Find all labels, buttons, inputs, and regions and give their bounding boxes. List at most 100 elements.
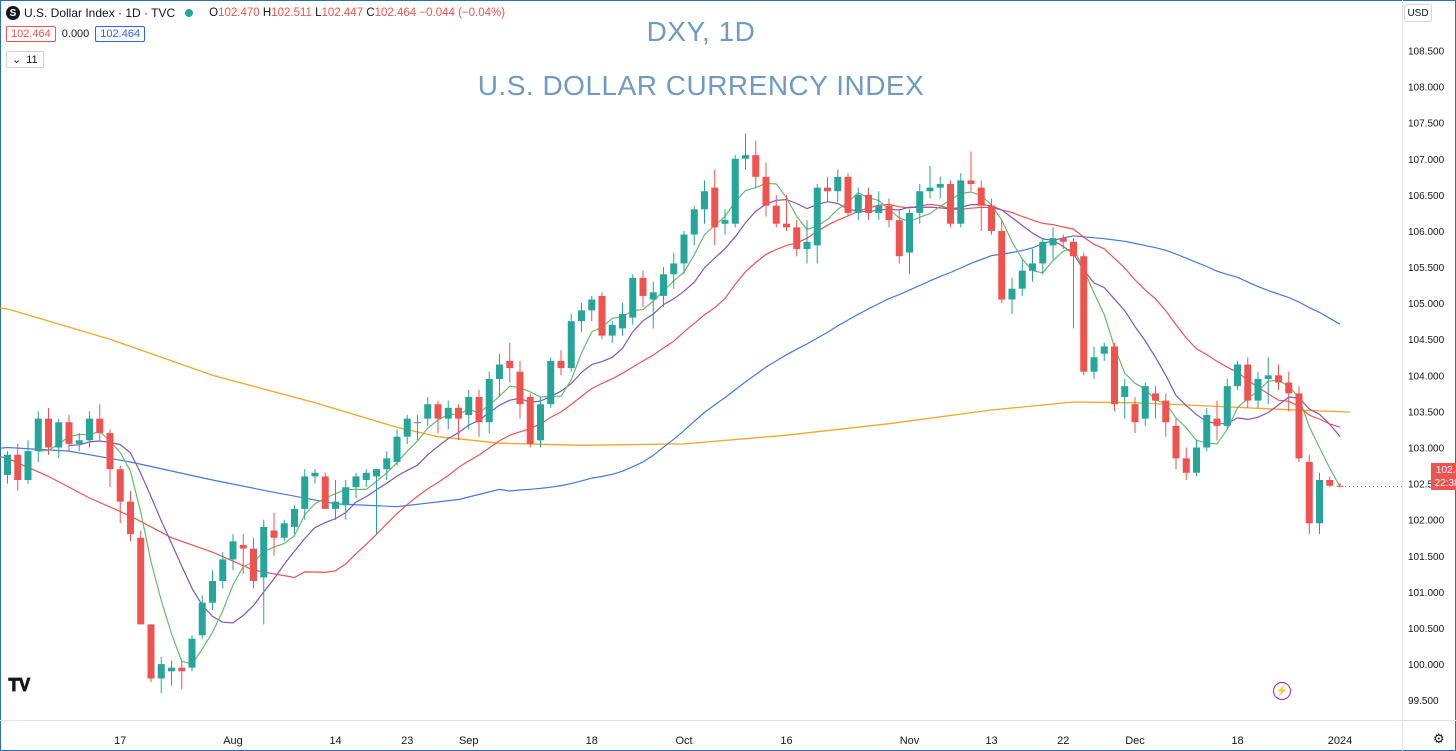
bid-price[interactable]: 102.464 bbox=[6, 26, 56, 42]
y-tick-label: 104.000 bbox=[1408, 371, 1445, 382]
y-tick-label: 108.500 bbox=[1408, 46, 1445, 57]
candle-body bbox=[1039, 241, 1047, 264]
y-tick-label: 102.000 bbox=[1408, 516, 1445, 527]
ohlc-values: O102.470 H102.511 L102.447 C102.464 −0.0… bbox=[209, 7, 506, 19]
y-tick-label: 107.500 bbox=[1408, 119, 1445, 130]
candle-body bbox=[680, 234, 688, 264]
flash-icon[interactable]: ⚡ bbox=[1273, 682, 1291, 700]
candle-body bbox=[1070, 241, 1077, 257]
candle-body bbox=[1213, 418, 1221, 426]
candle-body bbox=[393, 436, 401, 462]
candle-body bbox=[742, 155, 749, 159]
candle-body bbox=[4, 454, 11, 475]
candle-body bbox=[311, 472, 319, 477]
symbol-legend[interactable]: S U.S. Dollar Index · 1D · TVC O102.470 … bbox=[6, 5, 505, 21]
x-tick-label: 2024 bbox=[1328, 735, 1352, 747]
candle-body bbox=[639, 277, 647, 296]
x-tick-label: Sep bbox=[459, 735, 479, 747]
last-price-label: 102.464 22:38:05 bbox=[1431, 463, 1456, 490]
candle-body bbox=[250, 548, 257, 582]
candle-body bbox=[1131, 404, 1139, 423]
candle-body bbox=[1244, 364, 1252, 401]
currency-button[interactable]: USD bbox=[1404, 4, 1432, 22]
candle-body bbox=[434, 404, 442, 419]
y-tick-label: 105.000 bbox=[1408, 299, 1445, 310]
candle-body bbox=[1285, 382, 1293, 394]
x-tick-label: 13 bbox=[985, 735, 997, 747]
ask-price[interactable]: 102.464 bbox=[95, 26, 146, 42]
candle-body bbox=[803, 241, 811, 249]
candle-body bbox=[383, 458, 391, 470]
candle-body bbox=[1275, 375, 1282, 383]
candle-body bbox=[824, 187, 831, 192]
candle-body bbox=[854, 194, 862, 213]
candle-body bbox=[1264, 375, 1272, 379]
y-tick-label: 105.500 bbox=[1408, 263, 1445, 274]
candle-body bbox=[1193, 447, 1200, 473]
tradingview-logo-icon[interactable]: 𝐓𝐕 bbox=[8, 675, 31, 695]
candle-body bbox=[752, 155, 760, 177]
candle-body bbox=[783, 223, 790, 228]
y-tick-label: 106.000 bbox=[1408, 227, 1445, 238]
y-tick-label: 107.000 bbox=[1408, 155, 1445, 166]
y-tick-label: 102.500 bbox=[1408, 480, 1445, 491]
x-tick-label: Aug bbox=[223, 735, 243, 747]
candle-body bbox=[188, 638, 196, 668]
candle-body bbox=[362, 472, 370, 480]
candle-body bbox=[1305, 461, 1313, 524]
candle-body bbox=[895, 220, 903, 257]
candle-body bbox=[209, 581, 216, 603]
candle-body bbox=[526, 396, 534, 444]
symbol-title[interactable]: U.S. Dollar Index · 1D · TVC bbox=[24, 6, 176, 20]
candle-body bbox=[96, 418, 104, 434]
x-tick-label: Oct bbox=[675, 735, 692, 747]
candle-body bbox=[1100, 346, 1108, 354]
candle-body bbox=[1111, 346, 1118, 405]
x-tick-label: 18 bbox=[1231, 735, 1243, 747]
candle-body bbox=[465, 396, 473, 416]
dollar-symbol-icon: S bbox=[6, 6, 20, 20]
candle-body bbox=[731, 158, 739, 224]
candle-body bbox=[772, 205, 780, 224]
indicators-toggle[interactable]: ⌄ 11 bbox=[6, 51, 44, 68]
candle-body bbox=[660, 274, 667, 296]
candle-body bbox=[352, 476, 360, 488]
candle-body bbox=[721, 220, 729, 224]
candle-body bbox=[147, 624, 155, 679]
candle-body bbox=[332, 501, 339, 509]
candle-body bbox=[1152, 393, 1159, 401]
candle-body bbox=[168, 667, 175, 672]
candle-body bbox=[988, 205, 995, 231]
candle-body bbox=[516, 371, 524, 405]
x-tick-label: Nov bbox=[900, 735, 920, 747]
candle-body bbox=[875, 205, 883, 213]
bid-ask-row: 102.464 0.000 102.464 bbox=[6, 26, 146, 42]
candle-body bbox=[301, 476, 309, 509]
candle-body bbox=[936, 184, 944, 188]
candle-body bbox=[127, 501, 134, 535]
x-tick-label: Dec bbox=[1125, 735, 1145, 747]
candle-body bbox=[598, 295, 606, 336]
candle-body bbox=[403, 418, 411, 437]
candle-body bbox=[906, 212, 913, 253]
candle-body bbox=[444, 407, 452, 419]
gear-icon[interactable]: ⚙ bbox=[1433, 731, 1445, 746]
candle-body bbox=[485, 378, 493, 423]
y-tick-label: 99.500 bbox=[1408, 696, 1439, 707]
candle-body bbox=[219, 559, 227, 582]
candle-body bbox=[701, 191, 708, 210]
candle-body bbox=[1029, 263, 1036, 271]
x-tick-label: 23 bbox=[401, 735, 413, 747]
candle-body bbox=[1172, 425, 1180, 459]
candle-body bbox=[24, 451, 32, 480]
y-tick-label: 100.000 bbox=[1408, 660, 1445, 671]
candle-body bbox=[916, 191, 924, 213]
candle-body bbox=[34, 418, 42, 452]
candle-body bbox=[55, 422, 63, 448]
candle-body bbox=[557, 360, 565, 369]
candle-body bbox=[1121, 386, 1129, 397]
ma-line-5 bbox=[38, 182, 1341, 665]
y-tick-label: 100.500 bbox=[1408, 624, 1445, 635]
candle-body bbox=[1234, 364, 1241, 387]
